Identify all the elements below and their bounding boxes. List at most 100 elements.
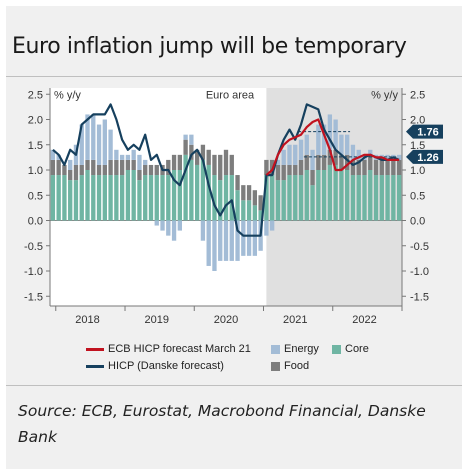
bar-food	[154, 164, 159, 176]
bar-energy	[183, 134, 188, 140]
bar-core	[183, 154, 188, 221]
bar-food	[68, 170, 73, 181]
bar-core	[212, 175, 217, 221]
bar-energy	[206, 220, 211, 266]
y-tick-label-left: 2.0	[28, 115, 43, 127]
bar-core	[293, 175, 298, 221]
legend-ecb-label: ECB HICP forecast March 21	[108, 343, 251, 355]
bar-food	[333, 149, 338, 165]
bar-energy	[200, 220, 206, 241]
bar-core	[235, 190, 240, 221]
bar-energy	[252, 220, 258, 256]
bar-core	[114, 175, 119, 221]
bar-food	[114, 159, 119, 176]
bar-food	[350, 159, 356, 176]
y-tick-label-right: -1.5	[410, 291, 429, 303]
bar-core	[166, 175, 171, 221]
bar-core	[298, 175, 304, 221]
y-tick-label-right: 0.0	[410, 216, 425, 228]
bar-core	[356, 175, 361, 221]
x-year-label: 2021	[283, 314, 307, 326]
bar-food	[304, 154, 309, 170]
bar-food	[56, 159, 61, 176]
bar-core	[310, 185, 315, 221]
bar-food	[235, 175, 240, 191]
y-tick-label-left: 2.5	[28, 89, 43, 101]
bar-food	[327, 149, 333, 165]
annotation-badge-label: 1.26	[417, 152, 438, 164]
bar-food	[189, 144, 194, 160]
x-year-label: 2020	[214, 314, 238, 326]
bar-core	[385, 175, 390, 221]
bar-core	[189, 159, 194, 221]
bar-food	[310, 170, 315, 186]
bar-food	[321, 154, 327, 170]
bar-energy	[333, 119, 338, 150]
bar-core	[91, 175, 96, 221]
bar-food	[258, 195, 263, 211]
y-tick-label-left: 0.0	[28, 216, 43, 228]
bar-food	[125, 159, 131, 170]
y-tick-label-right: 0.5	[410, 190, 425, 202]
y-tick-label-left: -1.5	[24, 291, 43, 303]
annotation-badge-label: 1.76	[417, 127, 438, 139]
bar-food	[108, 159, 113, 176]
bar-core	[79, 175, 84, 221]
annotation-badge	[406, 124, 443, 139]
bar-food	[73, 164, 79, 181]
bar-core	[316, 170, 321, 221]
bar-core	[73, 180, 79, 221]
bar-energy	[91, 114, 96, 160]
bar-energy	[154, 220, 159, 226]
bar-core	[85, 170, 90, 221]
bar-core	[68, 180, 73, 221]
bar-food	[194, 149, 200, 165]
bar-core	[391, 175, 396, 221]
bar-core	[206, 164, 211, 221]
bar-food	[62, 164, 67, 176]
bar-energy	[310, 149, 315, 170]
bar-food	[79, 164, 84, 176]
bar-energy	[177, 220, 182, 231]
bar-energy	[304, 134, 309, 155]
bar-food	[396, 159, 402, 176]
y-tick-label-right: 2.5	[410, 89, 425, 101]
legend-hicp: HICP (Danske forecast)	[86, 360, 224, 372]
bar-energy	[68, 159, 73, 170]
bar-energy	[160, 220, 165, 231]
bar-core	[333, 164, 338, 221]
y-tick-label-left: -1.0	[24, 266, 43, 278]
bar-energy	[246, 220, 252, 256]
legend-food-swatch	[271, 361, 280, 371]
bar-food	[218, 154, 223, 181]
bar-energy	[270, 220, 275, 231]
bar-core	[137, 180, 142, 221]
chart-title: Euro inflation jump will be temporary	[12, 34, 407, 59]
bar-energy	[119, 154, 125, 160]
legend-ecb: ECB HICP forecast March 21	[86, 343, 251, 355]
bar-core	[160, 175, 165, 221]
bar-core	[246, 200, 252, 221]
bar-energy	[114, 149, 119, 160]
legend-core-swatch	[332, 344, 341, 354]
bar-energy	[229, 220, 234, 261]
bar-energy	[235, 220, 240, 261]
bar-food	[212, 154, 217, 176]
bar-core	[50, 175, 56, 221]
legend-core-label: Core	[345, 343, 369, 355]
bar-energy	[241, 220, 246, 256]
bar-energy	[171, 220, 177, 241]
bar-food	[356, 159, 361, 176]
legend-hicp-swatch	[86, 364, 104, 368]
bar-core	[379, 175, 384, 221]
x-year-label: 2022	[352, 314, 376, 326]
source-note: Source: ECB, Eurostat, Macrobond Financi…	[18, 402, 426, 446]
bar-food	[275, 164, 281, 181]
bar-food	[223, 149, 229, 176]
bar-core	[148, 175, 154, 221]
bar-core	[96, 175, 102, 221]
bar-food	[85, 159, 90, 170]
bar-core	[200, 159, 206, 221]
bar-core	[154, 175, 159, 221]
